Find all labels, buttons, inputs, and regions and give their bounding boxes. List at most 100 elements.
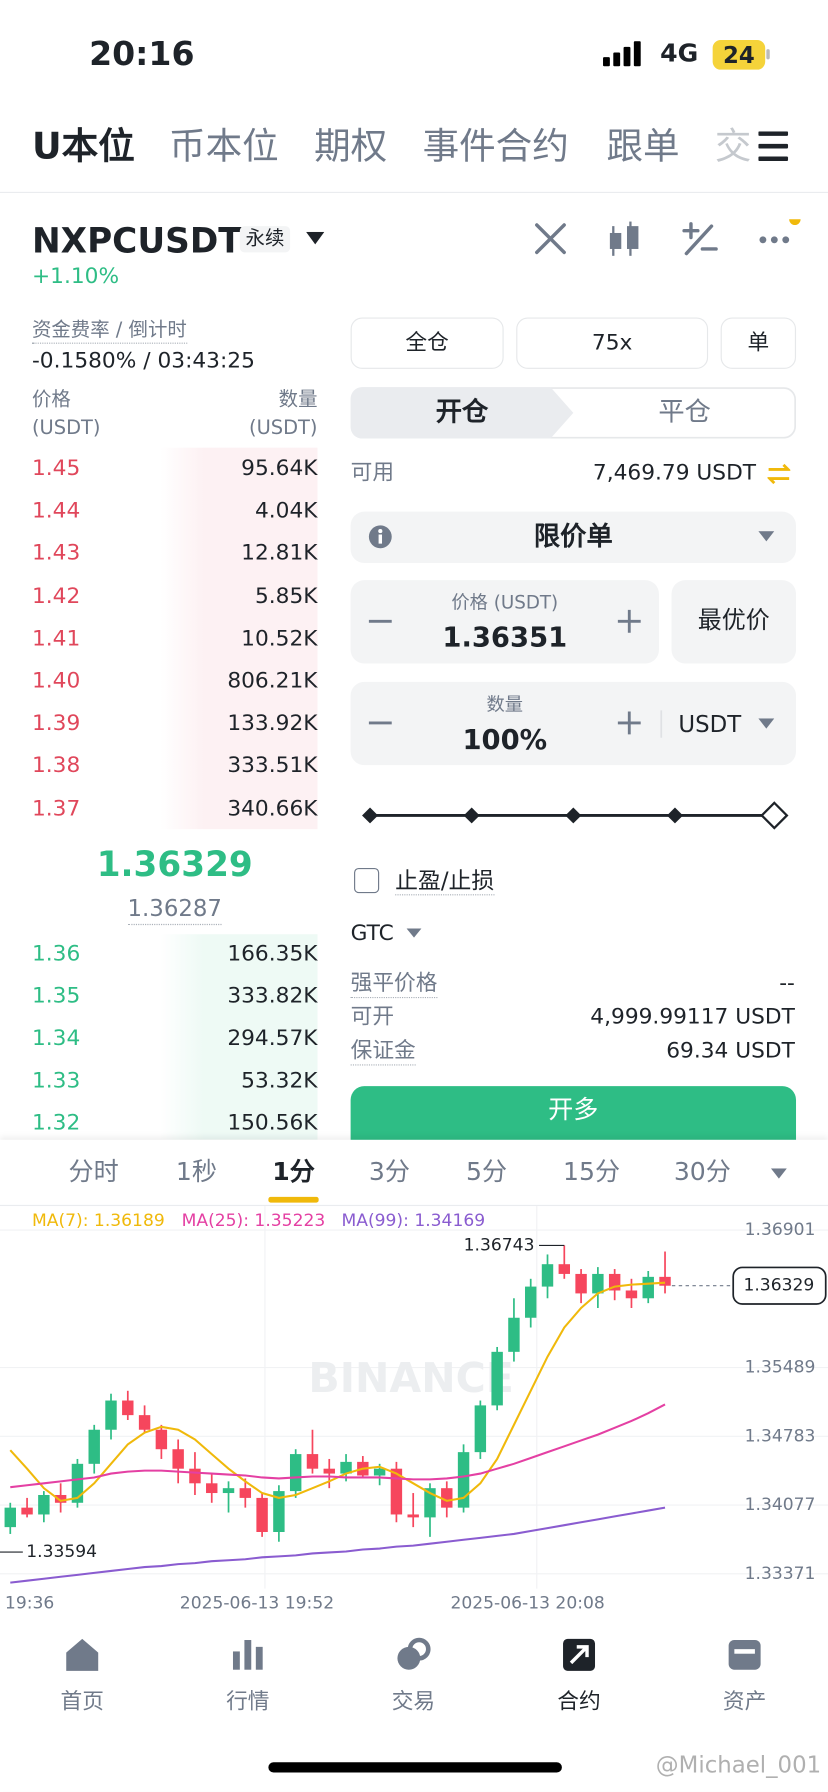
stepper[interactable] (368, 710, 665, 738)
interval[interactable]: 5分 (465, 1158, 508, 1187)
watermark: BINANCE (308, 1354, 514, 1402)
slider[interactable] (359, 799, 793, 831)
tpsl[interactable]: 止盈/止损 (395, 866, 495, 896)
nav-label[interactable]: 首页 (60, 1689, 104, 1715)
tab[interactable]: 币本位 (169, 124, 279, 168)
candle-body (441, 1488, 453, 1508)
qty-input[interactable] (350, 681, 797, 766)
price-header: 价格 (31, 388, 71, 412)
ma-legend: MA(25): 1.35223 (182, 1211, 326, 1231)
candle-body (306, 1454, 319, 1469)
bid-depth (31, 934, 318, 1140)
margin-button[interactable] (350, 317, 504, 369)
battery: 24 (712, 39, 766, 70)
interval[interactable]: 1分 (272, 1158, 315, 1187)
kline-chart[interactable]: 1.33371 1.34077 1.34783 1.35489 1.36901 BINAN… (0, 1206, 828, 1619)
candle-body (424, 1488, 436, 1518)
funding-label[interactable]: 资金费率 / 倒计时 (31, 320, 187, 344)
tab[interactable]: 交 (714, 124, 752, 168)
ma-line (10, 1403, 666, 1489)
candle-body (407, 1514, 419, 1518)
margin-label[interactable]: 保证金 (350, 1040, 416, 1066)
nav-icon[interactable] (228, 1635, 267, 1674)
ask-price: 1.40 (31, 668, 81, 694)
tif[interactable]: GTC (350, 920, 394, 946)
bid-qty: 333.82K (227, 983, 318, 1009)
candle-body (172, 1449, 184, 1469)
toolbar-icons[interactable] (531, 219, 805, 260)
candle-body (659, 1276, 671, 1286)
nav-icon[interactable] (63, 1635, 102, 1674)
menu-icon[interactable] (758, 131, 790, 162)
price-unit: (USDT) (31, 416, 101, 440)
stepper[interactable] (368, 609, 642, 636)
interval[interactable]: 1秒 (175, 1158, 217, 1187)
candle-body (508, 1317, 520, 1352)
interval[interactable]: 15分 (563, 1158, 621, 1187)
funding-value: -0.1580% / 03:43:25 (31, 348, 255, 374)
ask-qty: 10.52K (241, 625, 318, 651)
nav-label[interactable]: 交易 (391, 1689, 436, 1715)
tpsl-checkbox[interactable] (354, 867, 380, 894)
available-label: 可用 (350, 460, 395, 486)
candle-body (222, 1488, 235, 1494)
bid-qty: 294.57K (227, 1025, 318, 1051)
ask-qty: 5.85K (254, 583, 318, 609)
candle-body (256, 1497, 268, 1532)
ma-legend: MA(99): 1.34169 (341, 1211, 485, 1231)
candle-body (273, 1491, 285, 1532)
nav-label[interactable]: 行情 (226, 1689, 270, 1715)
max-label: 可开 (350, 1003, 395, 1030)
x-tick-label: 3 19:36 (0, 1593, 54, 1613)
open-close-tabs[interactable] (350, 387, 797, 439)
mode-button[interactable] (720, 317, 797, 369)
nav-label[interactable]: 合约 (557, 1689, 601, 1715)
transfer-icon[interactable] (767, 463, 791, 485)
mark-price: 1.36287 (128, 894, 222, 926)
tab[interactable]: 期权 (314, 124, 388, 168)
interval[interactable]: 30分 (673, 1158, 731, 1187)
candle-body (592, 1273, 604, 1294)
leverage-button[interactable] (516, 317, 709, 369)
candle-body (541, 1264, 554, 1287)
tab[interactable]: 跟单 (606, 124, 680, 168)
candle-body (239, 1488, 252, 1498)
bid-price: 1.36 (31, 941, 81, 967)
best-price-button[interactable] (671, 580, 797, 664)
caret (758, 531, 775, 542)
divider (0, 191, 828, 194)
nav-icon[interactable] (560, 1635, 599, 1674)
nav-icon[interactable] (725, 1635, 764, 1674)
candle-body (340, 1461, 352, 1474)
margin: 69.34 USDT (666, 1038, 795, 1064)
caret[interactable] (306, 231, 325, 246)
low-label: 1.33594 (26, 1542, 97, 1562)
tab[interactable]: U本位 (31, 124, 135, 168)
home-indicator (268, 1762, 562, 1773)
open-tab[interactable]: 开仓 (435, 397, 489, 428)
symbol[interactable]: NXPCUSDT (31, 221, 242, 262)
buy-label: 开多 (548, 1096, 599, 1125)
signal-icon (603, 41, 641, 67)
interval[interactable]: 3分 (368, 1158, 411, 1187)
nav-label[interactable]: 资产 (722, 1689, 767, 1715)
candle-body (575, 1273, 587, 1294)
candle-body (625, 1290, 638, 1299)
qty-value: 100% (462, 724, 548, 757)
interval[interactable]: 分时 (68, 1158, 119, 1187)
caret[interactable] (770, 1168, 787, 1179)
ask-depth (31, 447, 318, 830)
order-type-select[interactable] (350, 511, 797, 564)
qty-unit[interactable]: USDT (678, 710, 742, 738)
close-tab[interactable]: 平仓 (658, 397, 711, 428)
candle-body (373, 1468, 386, 1476)
available: 7,469.79 USDT (592, 460, 757, 486)
liq-label[interactable]: 强平价格 (350, 972, 438, 999)
price-input[interactable] (350, 580, 659, 664)
best-price: 最优价 (697, 606, 770, 634)
ask-price: 1.44 (31, 498, 81, 524)
info-icon[interactable] (368, 524, 393, 549)
nav-icon[interactable] (394, 1635, 433, 1674)
order-type: 限价单 (533, 521, 613, 552)
tab[interactable]: 事件合约 (422, 124, 569, 168)
